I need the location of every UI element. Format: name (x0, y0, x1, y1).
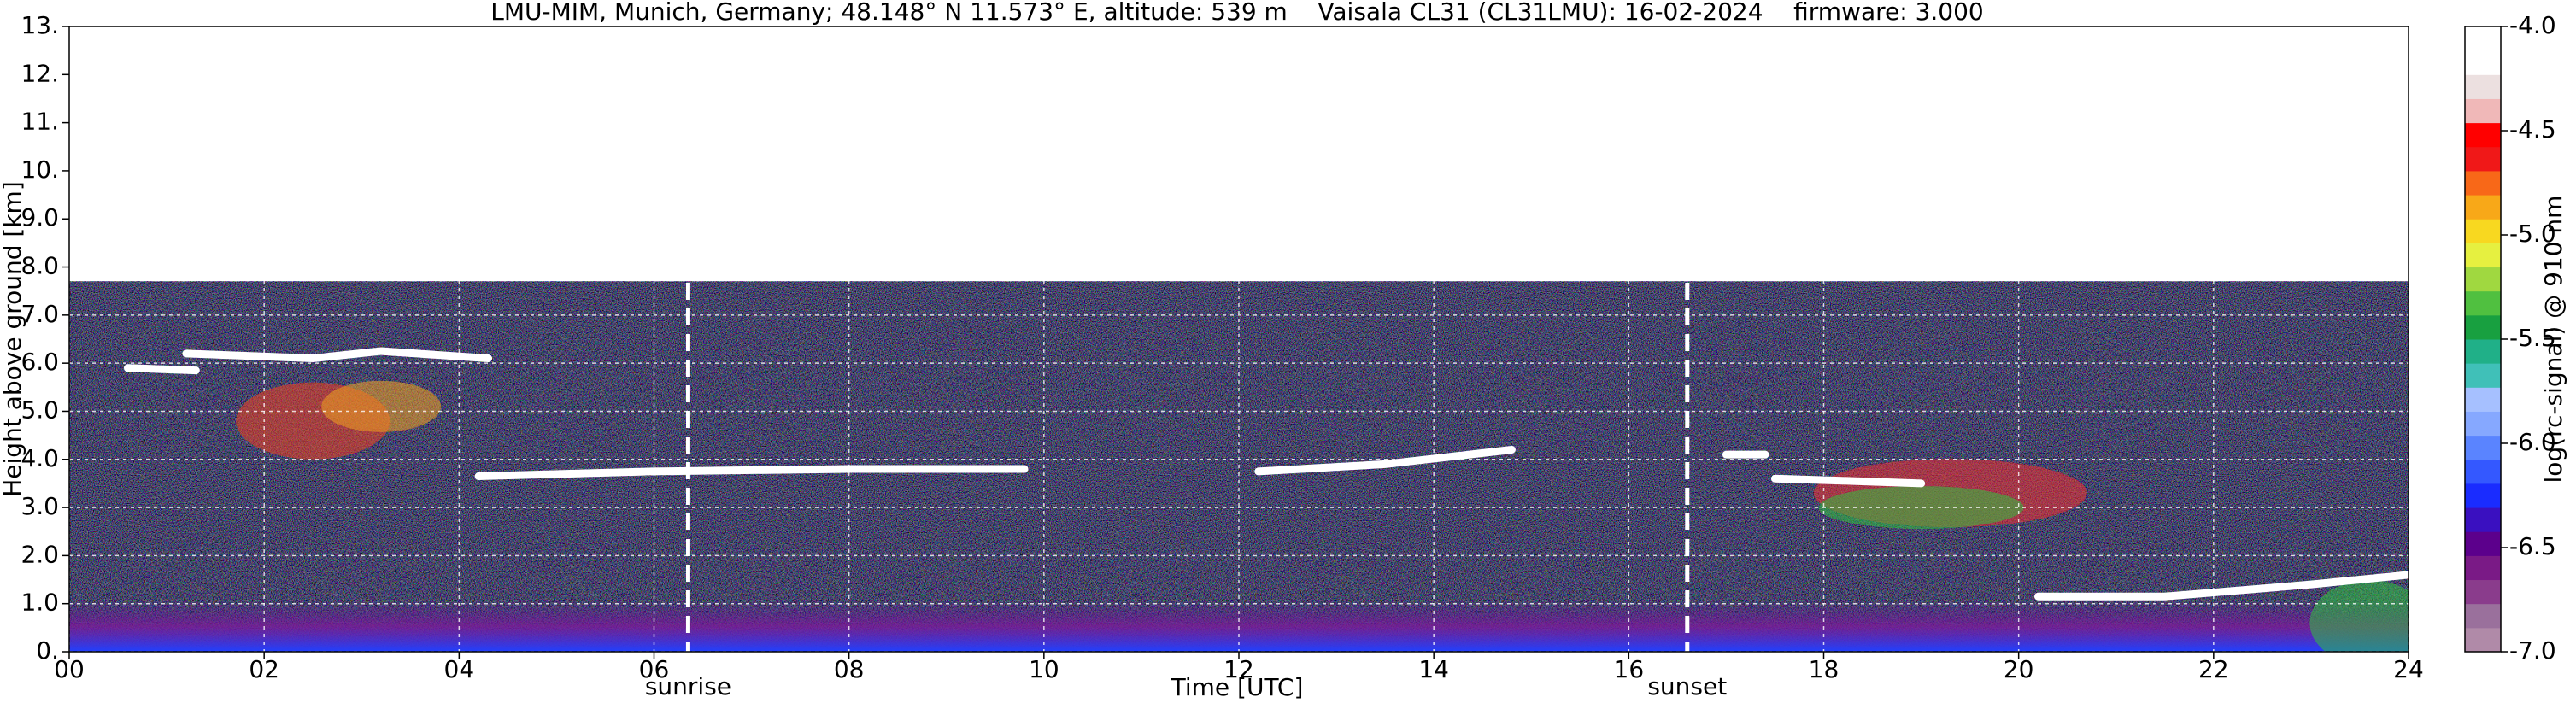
x-tick-label: 18 (1809, 655, 1840, 683)
colorbar-segment (2465, 507, 2501, 532)
x-tick-label: 04 (444, 655, 475, 683)
y-tick-label: 0. (36, 636, 59, 665)
cloud-echo (1818, 486, 2024, 530)
colorbar-segment (2465, 555, 2501, 581)
colorbar-segment (2465, 483, 2501, 508)
x-tick-label: 06 (639, 655, 670, 683)
y-tick-label: 3.0 (21, 492, 59, 520)
colorbar-segment (2465, 98, 2501, 124)
colorbar-segment (2465, 531, 2501, 556)
x-tick-label: 14 (1418, 655, 1449, 683)
colorbar-segment (2465, 411, 2501, 437)
y-tick-label: 4.0 (21, 444, 59, 472)
colorbar-segment (2465, 267, 2501, 292)
colorbar-segment (2465, 243, 2501, 268)
colorbar-segment (2465, 219, 2501, 243)
x-tick-label: 16 (1614, 655, 1645, 683)
plot-area (69, 26, 2409, 652)
y-tick-label: 12. (21, 59, 59, 87)
x-tick-label: 00 (54, 655, 85, 683)
colorbar-segment (2465, 170, 2501, 196)
x-tick-label: 22 (2198, 655, 2229, 683)
y-tick-label: 10. (21, 155, 59, 184)
cloud-echo (2309, 580, 2409, 652)
y-tick-label: 5.0 (21, 396, 59, 424)
colorbar-tick-label: -5.5 (2509, 324, 2556, 352)
colorbar-tick-label: -5.0 (2509, 220, 2556, 248)
x-tick-label: 12 (1223, 655, 1254, 683)
y-tick-label: 1.0 (21, 589, 59, 617)
chart-title: LMU-MIM, Munich, Germany; 48.148° N 11.5… (490, 0, 1984, 26)
colorbar-tick-label: -6.5 (2509, 532, 2556, 560)
colorbar-segment (2465, 26, 2501, 51)
colorbar-tick-label: -4.0 (2509, 11, 2556, 39)
annotation-label: sunset (1647, 672, 1727, 700)
colorbar: -7.0 -6.5 -6.0 -5.5 -5.0 -4.5 -4.0 (2464, 11, 2556, 665)
x-tick-label: 08 (834, 655, 865, 683)
colorbar-segment (2465, 195, 2501, 220)
y-tick-label: 11. (21, 108, 59, 136)
x-tick-label: 02 (249, 655, 279, 683)
x-tick-label: 24 (2393, 655, 2424, 683)
cloud-echo (321, 380, 442, 432)
colorbar-segment (2465, 459, 2501, 484)
colorbar-segment (2465, 435, 2501, 460)
cloud-base-line (123, 347, 2409, 601)
colorbar-segment (2465, 627, 2501, 653)
y-tick-label: 8.0 (21, 252, 59, 280)
colorbar-segment (2465, 387, 2501, 412)
x-tick-label: 10 (1029, 655, 1059, 683)
colorbar-segment (2465, 314, 2501, 340)
colorbar-segment (2465, 579, 2501, 605)
colorbar-segment (2465, 50, 2501, 75)
colorbar-segment (2465, 146, 2501, 172)
y-tick-label: 7.0 (21, 300, 59, 328)
x-axis-label: Time [UTC] (1171, 673, 1304, 701)
y-tick-label: 9.0 (21, 203, 59, 231)
annotation-label: sunrise (645, 672, 731, 700)
y-axis-label: Height above ground [km] (0, 181, 26, 497)
colorbar-segment (2465, 122, 2501, 148)
colorbar-tick-label: -7.0 (2509, 636, 2556, 665)
y-tick-label: 13. (21, 11, 59, 39)
colorbar-segment (2465, 290, 2501, 316)
colorbar-segment (2465, 363, 2501, 388)
y-tick-label: 2.0 (21, 540, 59, 568)
x-tick-label: 20 (2004, 655, 2034, 683)
colorbar-tick-label: -6.0 (2509, 428, 2556, 456)
colorbar-label: log(rc-signal) @ 910 nm (2539, 196, 2567, 483)
colorbar-segment (2465, 339, 2501, 364)
colorbar-segment (2465, 603, 2501, 629)
y-tick-label: 6.0 (21, 348, 59, 376)
colorbar-tick-label: -4.5 (2509, 115, 2556, 144)
colorbar-segment (2465, 74, 2501, 99)
